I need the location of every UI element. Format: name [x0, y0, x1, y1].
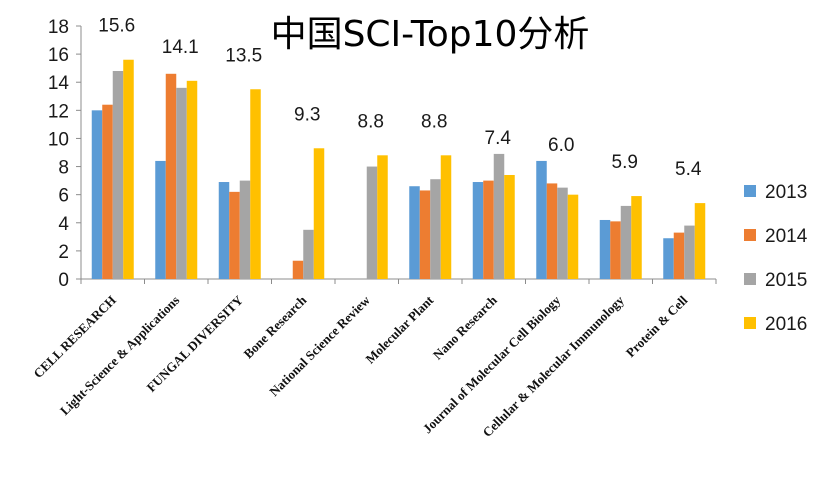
y-tick-label: 2 — [58, 242, 69, 263]
chart-title: 中国SCI-Top10分析 — [271, 14, 590, 55]
bar-2015-3 — [303, 229, 314, 279]
y-tick-label: 14 — [48, 73, 70, 94]
bar-2015-9 — [684, 225, 695, 279]
bar-2015-8 — [620, 205, 632, 279]
legend-swatch-2014 — [744, 229, 756, 241]
bar-2016-4 — [377, 155, 388, 279]
y-tick-label: 8 — [58, 158, 69, 179]
x-category-label: Journal of Molecular Cell Biology — [420, 292, 564, 436]
legend-swatch-2016 — [744, 317, 756, 329]
data-label: 13.5 — [225, 45, 262, 66]
bar-2013-7 — [536, 160, 547, 279]
bar-2015-4 — [366, 166, 378, 279]
bar-2013-2 — [218, 182, 230, 279]
bar-2015-6 — [493, 153, 505, 279]
y-tick-label: 16 — [48, 45, 69, 66]
bar-2016-6 — [504, 174, 515, 279]
y-tick-label: 12 — [48, 101, 69, 122]
bar-2015-5 — [430, 179, 441, 279]
bar-2014-7 — [546, 183, 558, 279]
y-tick-label: 0 — [58, 270, 69, 291]
bar-2013-5 — [409, 186, 420, 279]
bar-2014-3 — [292, 260, 304, 279]
y-tick-label: 18 — [48, 17, 69, 38]
bar-2016-7 — [567, 194, 579, 279]
bar-2016-3 — [313, 148, 325, 279]
bar-2013-6 — [472, 182, 484, 279]
data-label: 5.9 — [612, 152, 638, 173]
bar-2014-6 — [483, 180, 494, 279]
y-tick-label: 4 — [58, 214, 69, 235]
bar-2013-0 — [91, 110, 103, 279]
legend-label: 2016 — [765, 314, 807, 335]
data-label: 8.8 — [358, 111, 384, 132]
x-category-label: Bone Research — [240, 292, 309, 361]
y-tick-label: 6 — [58, 186, 69, 207]
legend-label: 2013 — [765, 182, 807, 203]
bar-2014-2 — [229, 191, 240, 279]
bar-2016-2 — [250, 89, 261, 279]
bar-2015-1 — [176, 87, 187, 279]
data-label: 7.4 — [485, 128, 512, 149]
legend-label: 2015 — [765, 270, 807, 291]
legend: 2013 2014 2015 2016 — [744, 182, 808, 335]
data-label: 15.6 — [98, 16, 135, 37]
bar-2014-8 — [610, 221, 621, 279]
y-tick-label: 10 — [48, 129, 69, 150]
data-label: 14.1 — [162, 37, 199, 58]
bar-2014-0 — [102, 104, 113, 280]
x-category-label: Protein & Cell — [623, 292, 691, 360]
x-category-label: Nano Research — [430, 292, 500, 362]
bar-2015-2 — [239, 180, 251, 279]
legend-swatch-2015 — [744, 273, 756, 285]
bar-2016-0 — [123, 59, 134, 280]
x-category-label: Light-Science & Applications — [57, 293, 183, 419]
x-category-label: Cellular & Molecular Immunology — [479, 292, 627, 440]
bar-2013-8 — [599, 219, 611, 279]
bar-2013-9 — [663, 238, 674, 279]
x-category-label: Molecular Plant — [362, 292, 436, 366]
bar-2014-9 — [673, 232, 685, 279]
data-label: 5.4 — [675, 159, 702, 180]
bar-2015-0 — [112, 70, 124, 279]
bar-2016-5 — [440, 155, 452, 279]
legend-swatch-2013 — [744, 185, 756, 197]
bar-2016-9 — [694, 203, 706, 279]
data-label: 9.3 — [294, 104, 320, 125]
bar-2016-1 — [186, 80, 198, 279]
bar-2013-1 — [155, 160, 166, 279]
bar-2014-1 — [165, 73, 177, 279]
legend-label: 2014 — [765, 226, 808, 247]
bar-2015-7 — [557, 187, 568, 279]
data-label: 6.0 — [548, 135, 574, 156]
bar-2016-8 — [631, 196, 642, 279]
bar-2014-5 — [419, 190, 431, 279]
data-label: 8.8 — [421, 111, 447, 132]
